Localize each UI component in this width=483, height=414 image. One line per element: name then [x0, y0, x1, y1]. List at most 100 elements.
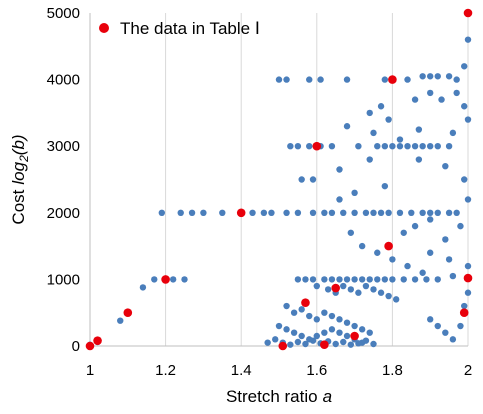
data-point-70: [464, 196, 472, 203]
data-point-60: [427, 143, 434, 150]
data-point-130: [298, 306, 305, 313]
data-point-147: [328, 326, 336, 333]
data-point-128: [283, 302, 290, 310]
data-point-31: [445, 209, 453, 216]
highlight-point-12: [350, 331, 359, 341]
y-tick-label-5: 5000: [47, 5, 80, 22]
data-point-137: [351, 322, 358, 330]
y-tick-label-2: 2000: [47, 205, 80, 222]
data-point-132: [313, 316, 320, 323]
data-point-116: [423, 276, 430, 283]
data-point-55: [389, 143, 396, 150]
data-point-82: [396, 136, 404, 143]
data-point-42: [434, 73, 441, 80]
data-point-127: [392, 296, 400, 303]
data-point-2: [117, 317, 124, 324]
data-point-9: [188, 209, 196, 216]
y-axis-log-arg: (b): [9, 134, 28, 155]
data-point-113: [389, 276, 396, 283]
highlight-point-0: [85, 341, 95, 351]
x-tick-label-5: 2: [464, 362, 472, 379]
data-point-99: [434, 276, 441, 283]
legend-marker-table-data: [99, 23, 109, 33]
data-point-17: [309, 209, 317, 216]
x-axis-title: Stretch ratio a: [226, 387, 332, 406]
data-point-62: [445, 143, 453, 150]
data-point-169: [442, 329, 449, 336]
data-point-168: [434, 322, 441, 330]
data-point-152: [264, 339, 271, 346]
data-point-41: [427, 73, 434, 80]
data-point-90: [427, 216, 434, 223]
data-point-94: [358, 242, 366, 250]
data-point-59: [419, 143, 426, 150]
data-point-174: [464, 262, 472, 270]
data-point-88: [400, 229, 407, 236]
data-point-172: [461, 302, 468, 310]
data-point-45: [461, 63, 468, 70]
data-point-22: [362, 209, 370, 216]
data-point-97: [404, 262, 411, 270]
data-point-51: [328, 143, 336, 150]
data-point-48: [294, 143, 302, 150]
data-point-47: [287, 143, 294, 150]
data-point-98: [419, 269, 426, 276]
data-point-75: [427, 89, 434, 97]
x-tick-labels: 1 1.2 1.4 1.6 1.8 2: [86, 362, 472, 379]
x-tick-label-2: 1.4: [231, 362, 252, 379]
data-point-26: [396, 209, 404, 216]
data-point-86: [351, 189, 358, 197]
data-point-54: [381, 143, 389, 150]
axes: [89, 13, 468, 347]
data-point-175: [445, 256, 453, 263]
data-point-79: [464, 116, 472, 123]
data-point-87: [381, 182, 389, 190]
data-point-74: [411, 96, 419, 103]
x-tick-label-0: 1: [86, 362, 94, 379]
data-point-33: [275, 76, 283, 83]
data-point-68: [442, 162, 449, 170]
data-point-107: [343, 276, 351, 283]
x-axis-variable: a: [323, 387, 332, 406]
y-axis-log-base: 2: [17, 155, 31, 163]
data-point-72: [377, 103, 385, 110]
highlight-point-13: [384, 241, 393, 251]
data-point-140: [275, 322, 283, 330]
data-point-163: [347, 341, 355, 348]
data-point-173: [464, 289, 472, 296]
data-point-36: [317, 76, 324, 83]
data-point-12: [249, 209, 256, 216]
x-tick-label-4: 1.8: [382, 362, 403, 379]
data-point-5: [169, 276, 177, 283]
gridlines: [89, 13, 469, 346]
data-point-92: [457, 222, 464, 230]
data-point-146: [321, 329, 328, 336]
data-point-136: [343, 319, 351, 326]
data-point-77: [453, 89, 460, 97]
data-point-115: [411, 276, 419, 283]
highlight-point-14: [463, 273, 473, 283]
legend-label-table-data: The data in Table Ⅰ: [120, 19, 260, 38]
data-point-83: [415, 126, 423, 133]
data-point-114: [400, 276, 407, 283]
data-point-37: [343, 76, 351, 83]
data-point-105: [328, 276, 336, 283]
data-point-157: [302, 340, 309, 348]
data-point-118: [324, 286, 332, 293]
data-point-156: [294, 338, 302, 346]
highlight-point-15: [459, 308, 469, 318]
data-point-148: [336, 329, 343, 336]
data-point-32: [453, 209, 460, 216]
data-point-29: [427, 209, 434, 216]
data-point-28: [419, 209, 426, 216]
data-point-106: [336, 276, 343, 283]
data-point-95: [374, 249, 381, 256]
data-point-153: [272, 336, 279, 343]
data-point-100: [449, 272, 457, 280]
data-point-111: [374, 276, 381, 283]
data-point-40: [419, 73, 426, 80]
data-point-80: [343, 123, 351, 130]
data-point-78: [461, 103, 468, 110]
